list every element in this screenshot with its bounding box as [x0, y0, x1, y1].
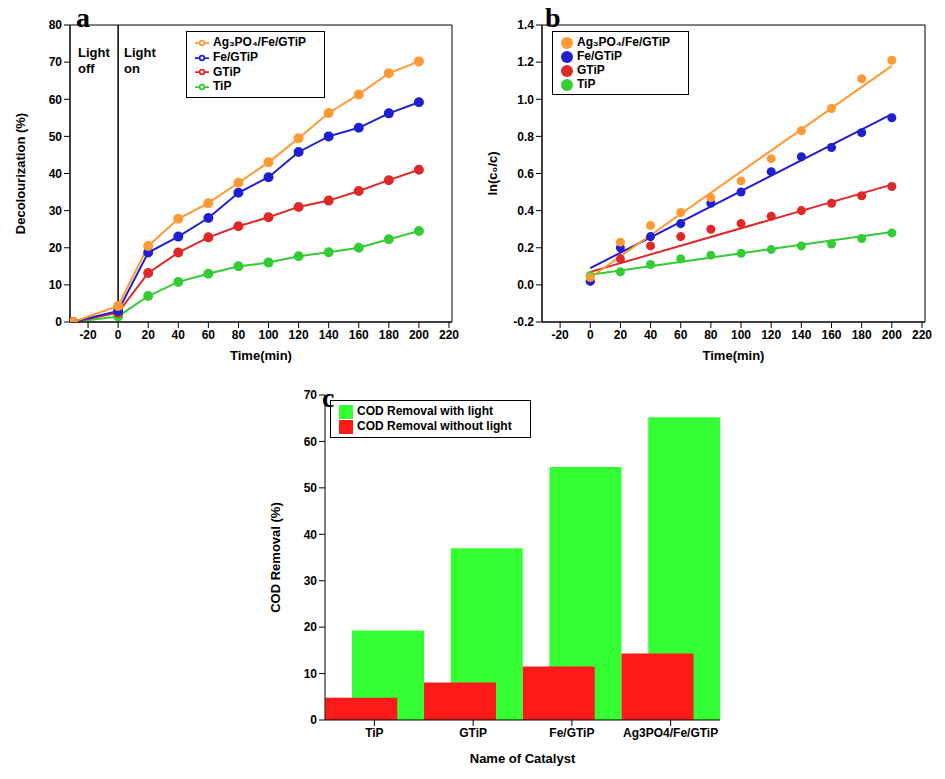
svg-text:80: 80 [49, 18, 63, 32]
svg-text:30: 30 [49, 204, 63, 218]
svg-text:140: 140 [791, 328, 811, 342]
svg-text:220: 220 [912, 328, 932, 342]
svg-text:60: 60 [674, 328, 688, 342]
svg-text:10: 10 [304, 667, 318, 681]
html-text:COD Removal with light: COD Removal with light [357, 404, 493, 418]
svg-text:50: 50 [49, 130, 63, 144]
svg-text:-0.2: -0.2 [513, 315, 534, 329]
html-text:Fe/GTiP: Fe/GTiP [577, 49, 623, 63]
svg-text:-20: -20 [551, 328, 569, 342]
svg-text:COD Removal (%): COD Removal (%) [268, 502, 283, 613]
svg-text:1.4: 1.4 [517, 18, 534, 32]
svg-text:60: 60 [304, 435, 318, 449]
html-text:a: a [76, 2, 90, 33]
svg-text:160: 160 [349, 328, 369, 342]
svg-text:Ag3PO4/Fe/GTiP: Ag3PO4/Fe/GTiP [623, 726, 718, 740]
svg-text:80: 80 [704, 328, 718, 342]
svg-text:70: 70 [49, 55, 63, 69]
svg-text:10: 10 [49, 278, 63, 292]
svg-text:0.2: 0.2 [517, 241, 534, 255]
svg-text:0: 0 [587, 328, 594, 342]
html-text:TiP: TiP [213, 79, 232, 94]
svg-text:120: 120 [761, 328, 781, 342]
svg-text:200: 200 [882, 328, 902, 342]
svg-text:20: 20 [142, 328, 156, 342]
svg-text:Time(min): Time(min) [230, 348, 292, 363]
svg-text:Decolourization (%): Decolourization (%) [13, 113, 28, 234]
svg-text:100: 100 [259, 328, 279, 342]
svg-text:80: 80 [232, 328, 246, 342]
svg-text:0: 0 [115, 328, 122, 342]
svg-text:60: 60 [202, 328, 216, 342]
svg-text:Time(min): Time(min) [703, 348, 765, 363]
svg-text:0: 0 [55, 315, 62, 329]
svg-text:0.6: 0.6 [517, 167, 534, 181]
svg-text:120: 120 [289, 328, 309, 342]
svg-text:20: 20 [304, 620, 318, 634]
svg-text:140: 140 [319, 328, 339, 342]
html-text:c: c [322, 382, 335, 413]
svg-text:20: 20 [49, 241, 63, 255]
svg-text:30: 30 [304, 574, 318, 588]
svg-text:0.4: 0.4 [517, 204, 534, 218]
html-text:Ag₃PO₄/Fe/GTiP: Ag₃PO₄/Fe/GTiP [213, 35, 307, 49]
svg-text:200: 200 [409, 328, 429, 342]
svg-text:60: 60 [49, 93, 63, 107]
svg-text:70: 70 [304, 388, 318, 402]
svg-text:20: 20 [614, 328, 628, 342]
html-text:Light off: Light off [78, 45, 110, 76]
svg-text:0.0: 0.0 [517, 278, 534, 292]
svg-text:Fe/GTiP: Fe/GTiP [549, 726, 594, 740]
svg-text:220: 220 [439, 328, 459, 342]
html-text:b: b [545, 2, 561, 33]
html-text:Light on: Light on [124, 45, 156, 76]
svg-text:40: 40 [49, 167, 63, 181]
svg-text:Name of Catalyst: Name of Catalyst [470, 751, 576, 766]
html-text:GTiP: GTiP [213, 64, 241, 79]
svg-text:180: 180 [852, 328, 872, 342]
html-text:Ag₃PO₄/Fe/GTiP: Ag₃PO₄/Fe/GTiP [577, 35, 671, 49]
svg-text:0: 0 [310, 713, 317, 727]
svg-text:GTiP: GTiP [459, 726, 487, 740]
html-text:TiP: TiP [577, 77, 596, 91]
svg-text:180: 180 [379, 328, 399, 342]
svg-text:50: 50 [304, 481, 318, 495]
html-text:GTiP: GTiP [577, 63, 605, 77]
svg-text:0.8: 0.8 [517, 130, 534, 144]
html-text:COD Removal without light: COD Removal without light [357, 418, 512, 433]
svg-text:100: 100 [731, 328, 751, 342]
svg-text:TiP: TiP [365, 726, 383, 740]
html-text:Fe/GTiP: Fe/GTiP [213, 49, 259, 64]
svg-text:40: 40 [644, 328, 658, 342]
svg-text:1.2: 1.2 [517, 55, 534, 69]
svg-text:40: 40 [304, 528, 318, 542]
svg-text:ln(c₀/c): ln(c₀/c) [485, 151, 500, 195]
svg-text:160: 160 [821, 328, 841, 342]
svg-text:40: 40 [172, 328, 186, 342]
svg-text:1.0: 1.0 [517, 93, 534, 107]
svg-text:-20: -20 [79, 328, 97, 342]
